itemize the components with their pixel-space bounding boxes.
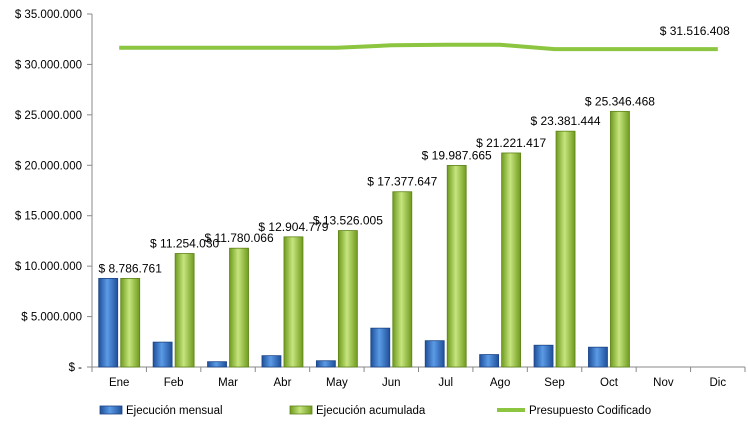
bar-data-label: $ 11.254.030	[150, 236, 220, 250]
bar-ejecucion-mensual	[315, 360, 336, 368]
bar-ejecucion-mensual	[98, 277, 119, 368]
x-tick-label: Dic	[709, 377, 726, 389]
bar-ejecucion-acumulada	[392, 191, 413, 368]
x-tick-label: Sep	[544, 377, 564, 389]
bar-data-label: $ 12.904.779	[258, 220, 328, 234]
line-data-label: $ 31.516.408	[660, 24, 730, 38]
x-axis: Ene Feb Mar Abr May Jun Jul Ago Sep Oct Nov Dic	[91, 366, 746, 389]
bar-data-label: $ 23.381.444	[531, 114, 601, 128]
bar-ejecucion-acumulada	[501, 152, 522, 368]
bar-ejecucion-acumulada	[283, 236, 304, 368]
bar-data-label: $ 13.526.005	[313, 214, 383, 228]
y-tick-label: $ -	[69, 362, 83, 374]
legend-swatch	[99, 405, 123, 415]
bar-data-label: $ 21.221.417	[476, 136, 546, 150]
bar-ejecucion-acumulada	[120, 277, 141, 368]
x-tick-label: May	[326, 377, 348, 389]
bar-data-label: $ 8.786.761	[99, 261, 163, 275]
legend-label: Presupuesto Codificado	[529, 405, 651, 417]
bar-ejecucion-acumulada	[555, 130, 576, 368]
y-tick-label: $ 25.000.000	[15, 110, 82, 122]
y-tick-label: $ 15.000.000	[15, 211, 82, 223]
bar-data-label: $ 17.377.647	[367, 175, 437, 189]
data-labels: $ 8.786.761 $ 11.254.030$ 11.780.066$ 12.…	[99, 24, 731, 275]
bar-ejecucion-acumulada	[229, 247, 249, 368]
x-tick-label: Abr	[274, 377, 292, 389]
bar-ejecucion-mensual	[479, 354, 500, 368]
y-axis: $ - $ 5.000.000 $ 10.000.000 $ 15.000.000 $ …	[15, 9, 93, 374]
y-tick-label: $ 35.000.000	[15, 9, 82, 21]
legend-label: Ejecución mensual	[126, 405, 223, 417]
y-tick-label: $ 5.000.000	[21, 312, 82, 324]
x-tick-label: Oct	[600, 377, 619, 389]
bar-ejecucion-mensual	[207, 361, 227, 368]
bar-ejecucion-acumulada	[337, 230, 358, 368]
budget-line	[119, 42, 718, 52]
x-tick-label: Ene	[109, 377, 129, 389]
x-tick-label: Feb	[164, 377, 184, 389]
bar-data-label: $ 19.987.665	[422, 148, 492, 162]
y-tick-label: $ 20.000.000	[15, 160, 82, 172]
presupuesto-codificado-line	[119, 42, 718, 52]
bar-ejecucion-mensual	[588, 346, 608, 368]
bar-data-label: $ 25.346.468	[585, 94, 655, 108]
bars	[98, 110, 630, 368]
legend-label: Ejecución acumulada	[316, 405, 426, 417]
y-tick-label: $ 10.000.000	[15, 261, 82, 273]
legend-swatch	[289, 405, 313, 415]
bar-ejecucion-acumulada	[446, 165, 467, 368]
bar-ejecucion-mensual	[370, 327, 391, 368]
x-tick-label: Mar	[218, 377, 238, 389]
x-tick-label: Jun	[382, 377, 401, 389]
bar-ejecucion-mensual	[152, 341, 173, 368]
bar-ejecucion-mensual	[261, 355, 282, 368]
x-tick-label: Jul	[438, 377, 453, 389]
y-tick-label: $ 30.000.000	[15, 59, 82, 71]
x-tick-label: Ago	[490, 377, 510, 389]
bar-ejecucion-acumulada	[610, 110, 630, 368]
bar-data-label: $ 11.780.066	[204, 231, 274, 245]
bar-ejecucion-mensual	[424, 340, 445, 368]
bar-ejecucion-mensual	[533, 344, 554, 368]
bar-ejecucion-acumulada	[174, 253, 195, 368]
legend: Ejecución mensual Ejecución acumulada Pres…	[99, 405, 651, 417]
x-tick-label: Nov	[653, 377, 674, 389]
